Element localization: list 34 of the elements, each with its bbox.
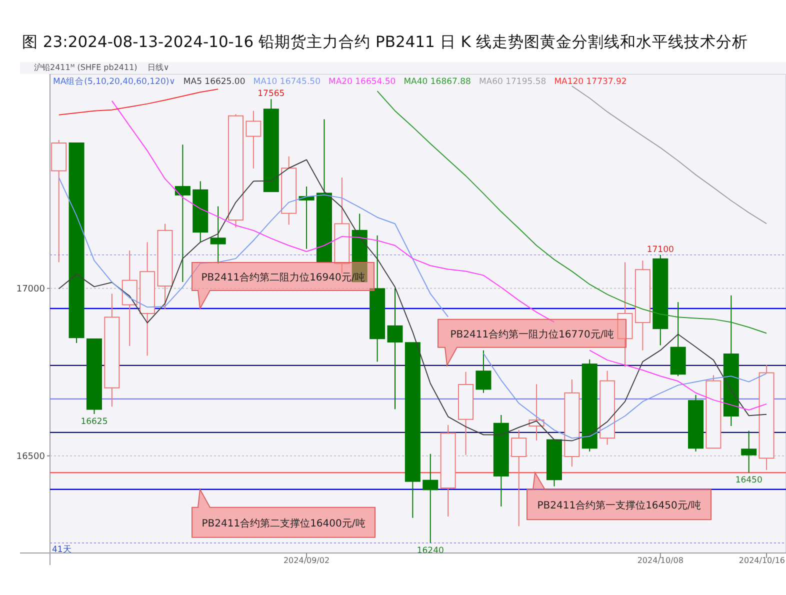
x-tick-label: 2024/09/02 xyxy=(283,556,330,565)
text: MA120 17737.92 xyxy=(554,77,627,87)
annotation: 16240 xyxy=(416,546,444,556)
candlestick xyxy=(741,430,757,474)
text: MA10 16745.50 xyxy=(253,77,320,87)
ref-line-label: PB2411合约第一阻力位16770元/吨 xyxy=(450,328,614,340)
annotation: 16450 xyxy=(735,476,762,486)
candlestick xyxy=(511,430,527,527)
text: MA20 16654.50 xyxy=(328,77,396,87)
x-tick-label: 2024/10/08 xyxy=(637,556,684,565)
candlestick xyxy=(422,453,438,544)
candlestick xyxy=(246,110,262,169)
candlestick xyxy=(476,350,492,394)
annotation: 17565 xyxy=(258,89,285,100)
candlestick xyxy=(387,288,403,410)
y-tick-label: 16500 xyxy=(16,452,46,462)
candlestick xyxy=(174,144,190,283)
text: 日线∨ xyxy=(147,63,170,72)
text: MA60 17195.58 xyxy=(478,77,546,87)
ref-line-label: PB2411合约第一支撑位16450元/吨 xyxy=(537,500,701,512)
line-series xyxy=(58,88,219,116)
ref-line-label: PB2411合约第二支撑位16400元/吨 xyxy=(202,517,366,530)
annotation: 41天 xyxy=(52,544,72,555)
chart-title: 图 23:2024-08-13-2024-10-16 铅期货主力合约 PB2411 日 K 线走势图黄金分割线和水平线技术分析 xyxy=(22,33,748,51)
legend-title: MA组合(5,10,20,40,60,120)∨ xyxy=(53,76,176,87)
line-series xyxy=(571,86,768,224)
x-tick-label: 2024/10/16 xyxy=(738,556,785,565)
candlestick xyxy=(210,206,226,264)
y-tick-label: 17000 xyxy=(16,284,46,294)
text: MA40 16867.88 xyxy=(404,77,471,87)
text: 沪铅2411ᴹ (SHFE pb2411) xyxy=(34,63,138,72)
annotation: 16625 xyxy=(80,416,108,427)
annotation: 17100 xyxy=(646,244,674,255)
text: MA5 16625.00 xyxy=(183,77,246,87)
